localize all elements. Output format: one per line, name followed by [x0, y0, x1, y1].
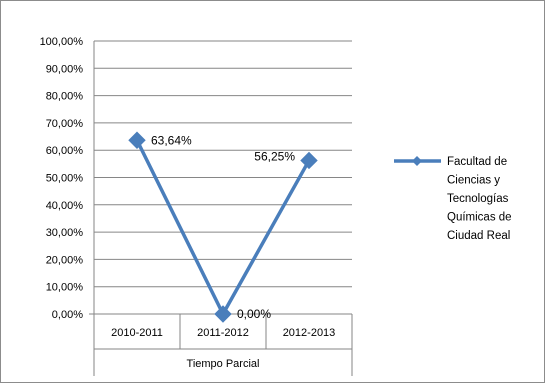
y-tick-label: 100,00% [40, 36, 84, 48]
x-axis: 2010-2011 2011-2012 2012-2013 [89, 41, 353, 376]
legend-label-line: Químicas de [447, 212, 512, 224]
x-tick-label: 2011-2012 [197, 327, 249, 339]
legend: Facultad de Ciencias y Tecnologías Químicas… [394, 156, 512, 242]
y-tick-label: 90,00% [46, 63, 84, 75]
y-tick-label: 10,00% [46, 282, 84, 294]
series-polyline [135, 139, 311, 316]
legend-label-line: Ciencias y [447, 175, 500, 187]
y-tick-label: 20,00% [46, 254, 84, 266]
x-axis-title: Tiempo Parcial [187, 358, 260, 370]
x-tick-label: 2010-2011 [111, 327, 163, 339]
data-point-marker [214, 305, 232, 323]
data-label: 0,00% [237, 307, 271, 321]
y-tick-label: 30,00% [46, 227, 84, 239]
legend-marker [412, 156, 422, 166]
y-tick-label: 40,00% [46, 200, 84, 212]
y-tick-label: 80,00% [46, 91, 84, 103]
data-label: 56,25% [254, 149, 295, 163]
legend-label-line: Facultad de [447, 156, 507, 168]
y-tick-label: 50,00% [46, 173, 84, 185]
y-tick-label: 0,00% [52, 309, 83, 321]
data-label: 63,64% [151, 133, 192, 147]
data-point-marker [128, 131, 146, 149]
legend-label-line: Ciudad Real [447, 230, 510, 242]
data-point-marker [300, 151, 318, 170]
y-axis-tick-labels: 0,00% 10,00% 20,00% 30,00% 40,00% 50,00% 60,00… [40, 36, 84, 321]
series-line [128, 131, 318, 323]
y-tick-label: 60,00% [46, 145, 84, 157]
gridlines [94, 40, 352, 288]
y-tick-label: 70,00% [46, 118, 84, 130]
data-labels: 63,64% 0,00% 56,25% [151, 133, 295, 321]
x-tick-label: 2012-2013 [283, 327, 336, 339]
legend-label-line: Tecnologías [447, 193, 509, 205]
